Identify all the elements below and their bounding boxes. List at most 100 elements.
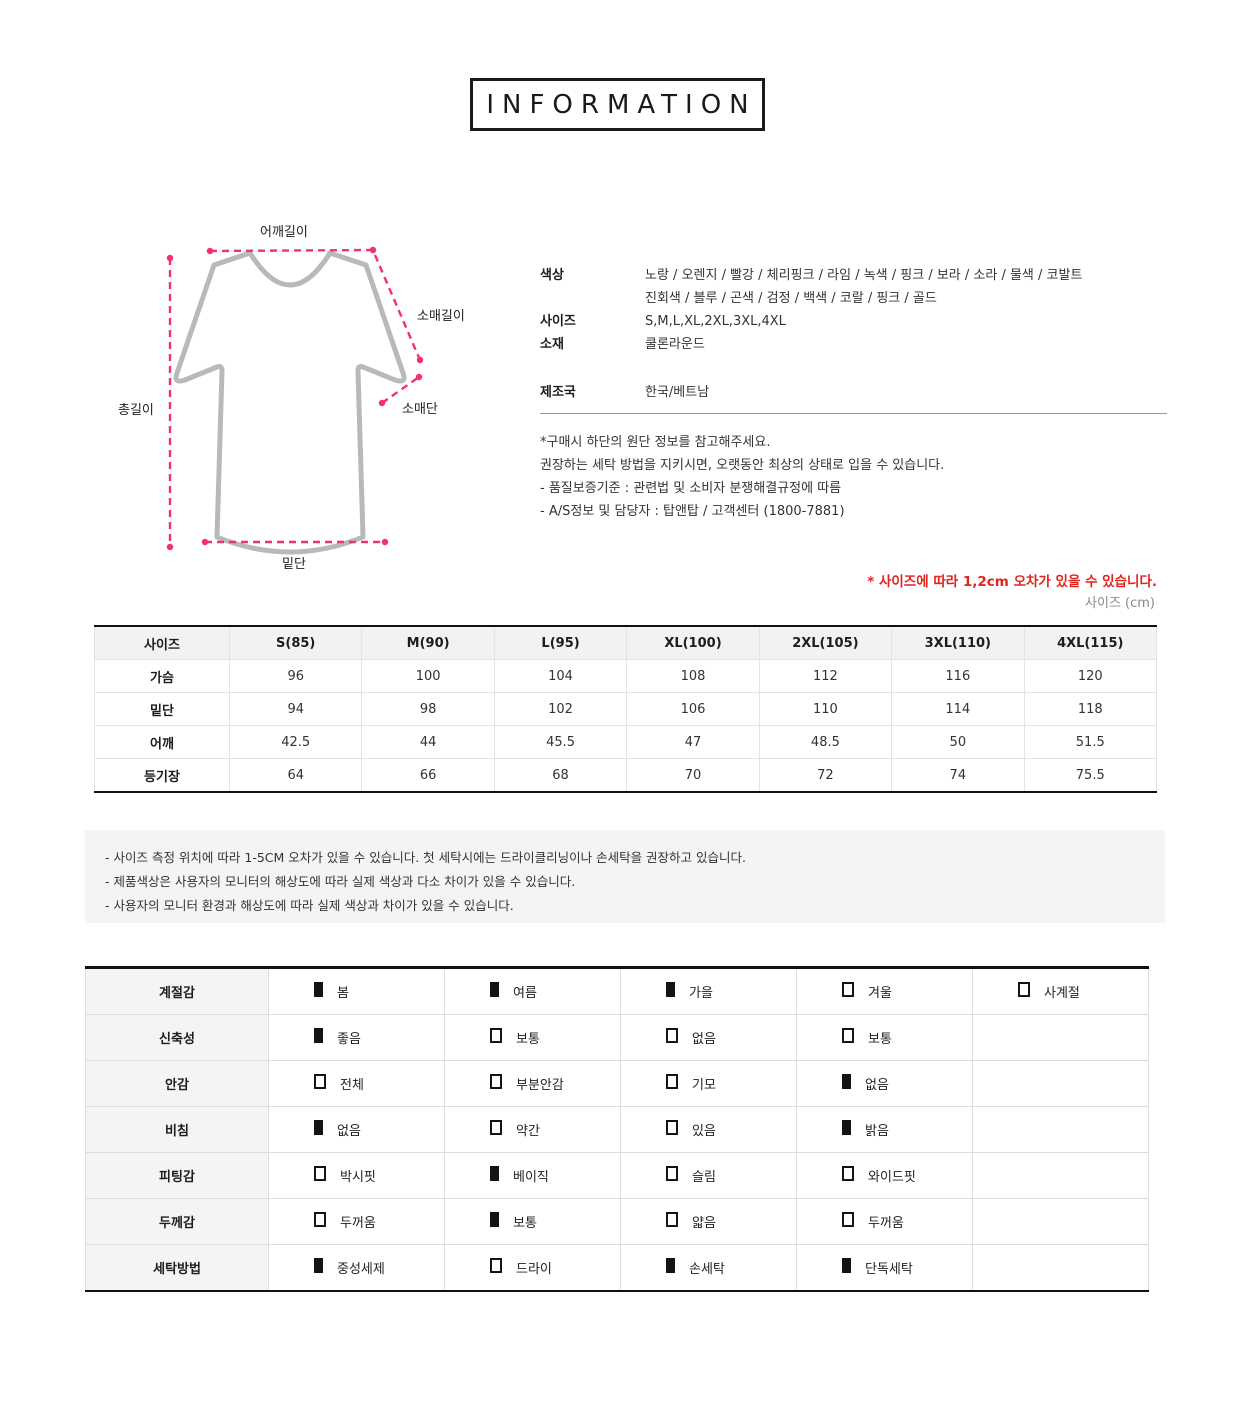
- size-cell: 70: [626, 758, 760, 793]
- attribute-cell: 밝음: [796, 1106, 973, 1153]
- attribute-option-label: 보통: [868, 1032, 892, 1047]
- attribute-option-label: 없음: [865, 1078, 889, 1093]
- checkbox-unchecked-icon: [666, 1166, 678, 1181]
- attribute-cell: [972, 1244, 1149, 1292]
- spec-value-line: 한국/베트남: [645, 385, 710, 400]
- attribute-cell: 두꺼움: [268, 1198, 445, 1245]
- checkbox-unchecked-icon: [666, 1120, 678, 1135]
- checkbox-unchecked-icon: [490, 1028, 502, 1043]
- attribute-cell: [972, 1014, 1149, 1061]
- care-note-line: *구매시 하단의 원단 정보를 참고해주세요.: [540, 435, 771, 450]
- size-column-header: 3XL(110): [891, 625, 1025, 660]
- size-cell: 108: [626, 659, 760, 693]
- size-cell: 100: [361, 659, 495, 693]
- attribute-option-label: 얇음: [692, 1216, 716, 1231]
- attribute-row: 신축성 좋음 보통 없음 보통: [85, 1014, 1149, 1061]
- spec-row: 색상 노랑 / 오렌지 / 빨강 / 체리핑크 / 라임 / 녹색 / 핑크 / …: [540, 264, 1167, 310]
- spec-value: 쿨론라운드: [645, 333, 705, 356]
- checkbox-checked-icon: [490, 1166, 499, 1181]
- attribute-option-label: 좋음: [337, 1032, 361, 1047]
- size-table-row: 밑단 94 98 102 106 110 114 118: [94, 692, 1158, 726]
- attribute-option-label: 베이직: [513, 1170, 549, 1185]
- attribute-label: 안감: [85, 1060, 269, 1107]
- checkbox-checked-icon: [314, 1258, 323, 1273]
- size-row-label: 어깨: [94, 725, 230, 759]
- checkbox-unchecked-icon: [842, 1212, 854, 1227]
- spec-row: 제조국 한국/베트남: [540, 381, 1167, 404]
- attribute-label: 비침: [85, 1106, 269, 1153]
- attribute-row: 안감 전체 부분안감 기모 없음: [85, 1060, 1149, 1107]
- shoulder-measure-line: [209, 248, 374, 253]
- attribute-option-label: 가을: [689, 986, 713, 1001]
- size-cell: 102: [493, 692, 628, 726]
- size-cell: 45.5: [493, 725, 628, 759]
- attribute-cell: 드라이: [444, 1244, 621, 1292]
- tshirt-measurement-diagram: 어깨길이 소매길이 소매단 총길이 밑단: [110, 215, 530, 580]
- attribute-cell: 있음: [620, 1106, 797, 1153]
- spec-value: 한국/베트남: [645, 381, 709, 404]
- attribute-option-label: 와이드핏: [868, 1170, 916, 1185]
- attribute-cell: [972, 1106, 1149, 1153]
- notice-line: - 제품색상은 사용자의 모니터의 해상도에 따라 실제 색상과 다소 차이가 …: [105, 874, 576, 889]
- size-column-header: S(85): [228, 625, 363, 660]
- size-cell: 120: [1023, 659, 1158, 693]
- attribute-option-label: 보통: [516, 1032, 540, 1047]
- attribute-cell: [972, 1060, 1149, 1107]
- attribute-cell: 보통: [444, 1198, 621, 1245]
- notice-box: - 사이즈 측정 위치에 따라 1-5CM 오차가 있을 수 있습니다. 첫 세…: [85, 830, 1165, 923]
- tshirt-collar: [247, 250, 333, 288]
- attribute-cell: 얇음: [620, 1198, 797, 1245]
- size-cell: 112: [758, 659, 893, 693]
- checkbox-checked-icon: [490, 982, 499, 997]
- size-column-header: XL(100): [626, 625, 760, 660]
- size-table: 사이즈 S(85) M(90) L(95) XL(100) 2XL(105) 3XL(110…: [94, 625, 1158, 793]
- attribute-option-label: 보통: [513, 1216, 537, 1231]
- label-sleeve-cuff: 소매단: [402, 402, 438, 417]
- size-table-header-row: 사이즈 S(85) M(90) L(95) XL(100) 2XL(105) 3XL(110…: [94, 625, 1158, 660]
- checkbox-checked-icon: [314, 1120, 323, 1135]
- attribute-cell: 단독세탁: [796, 1244, 973, 1292]
- attribute-cell: 약간: [444, 1106, 621, 1153]
- care-note-line: - 품질보증기준 : 관련법 및 소비자 분쟁해결규정에 따름: [540, 481, 842, 496]
- size-cell: 72: [758, 758, 893, 793]
- attribute-cell: 보통: [444, 1014, 621, 1061]
- attribute-option-label: 여름: [513, 986, 537, 1001]
- attribute-cell: 두꺼움: [796, 1198, 973, 1245]
- label-hem: 밑단: [282, 557, 306, 572]
- size-cell: 114: [891, 692, 1025, 726]
- attribute-cell: 여름: [444, 967, 621, 1015]
- checkbox-unchecked-icon: [314, 1166, 326, 1181]
- attribute-option-label: 없음: [337, 1124, 361, 1139]
- attribute-label: 신축성: [85, 1014, 269, 1061]
- checkbox-unchecked-icon: [666, 1074, 678, 1089]
- size-cell: 118: [1023, 692, 1158, 726]
- spec-value-line: 진회색 / 블루 / 곤색 / 검정 / 백색 / 코랄 / 핑크 / 골드: [645, 291, 937, 306]
- notice-line: - 사이즈 측정 위치에 따라 1-5CM 오차가 있을 수 있습니다. 첫 세…: [105, 850, 746, 865]
- spec-rows: 색상 노랑 / 오렌지 / 빨강 / 체리핑크 / 라임 / 녹색 / 핑크 / …: [540, 264, 1167, 404]
- size-cell: 104: [493, 659, 628, 693]
- size-cell: 98: [361, 692, 495, 726]
- size-table-row: 등기장 64 66 68 70 72 74 75.5: [94, 758, 1158, 793]
- spec-value: 노랑 / 오렌지 / 빨강 / 체리핑크 / 라임 / 녹색 / 핑크 / 보라…: [645, 264, 1082, 310]
- attribute-option-label: 겨울: [868, 986, 892, 1001]
- attribute-cell: 중성세제: [268, 1244, 445, 1292]
- attribute-cell: 사계절: [972, 967, 1149, 1015]
- checkbox-checked-icon: [490, 1212, 499, 1227]
- attribute-cell: [972, 1152, 1149, 1199]
- attribute-option-label: 사계절: [1044, 986, 1080, 1001]
- spec-value-line: S,M,L,XL,2XL,3XL,4XL: [645, 314, 786, 329]
- attribute-cell: 손세탁: [620, 1244, 797, 1292]
- attribute-cell: 기모: [620, 1060, 797, 1107]
- attribute-option-label: 봄: [337, 986, 349, 1001]
- attribute-cell: 없음: [268, 1106, 445, 1153]
- checkbox-unchecked-icon: [490, 1120, 502, 1135]
- attribute-row: 비침 없음 약간 있음 밝음: [85, 1106, 1149, 1153]
- label-sleeve-length: 소매길이: [417, 309, 465, 324]
- attribute-cell: 없음: [796, 1060, 973, 1107]
- checkbox-checked-icon: [314, 1028, 323, 1043]
- attribute-option-label: 부분안감: [516, 1078, 564, 1093]
- spec-label: 사이즈: [540, 314, 576, 329]
- page-title: INFORMATION: [486, 89, 757, 120]
- size-cell: 50: [891, 725, 1025, 759]
